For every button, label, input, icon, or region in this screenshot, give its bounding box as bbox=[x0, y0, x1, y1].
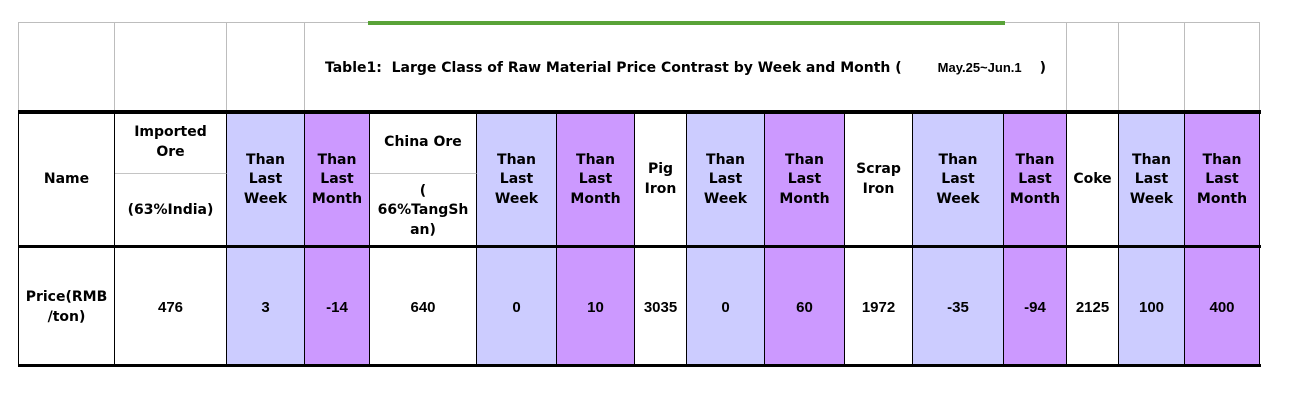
empty-grid-cell bbox=[18, 22, 115, 112]
header-coke-label: Coke bbox=[1073, 171, 1112, 188]
imported-ore-price: 476 bbox=[157, 299, 184, 316]
coke-than-month: 400 bbox=[1209, 299, 1235, 316]
scrap-iron-price: 1972 bbox=[861, 299, 896, 316]
than-last-week-label: Than Last Week bbox=[494, 151, 539, 207]
table-title-cell[interactable]: Table1: Large Class of Raw Material Pric… bbox=[305, 22, 1067, 112]
header-than-last-month-coke[interactable]: Than Last Month bbox=[1185, 112, 1260, 248]
header-than-last-week-china-ore[interactable]: Than Last Week bbox=[477, 112, 557, 248]
header-name-label: Name bbox=[43, 171, 90, 188]
value-scrap-iron-than-week[interactable]: -35 bbox=[913, 248, 1004, 367]
title-header-divider-line bbox=[18, 110, 1261, 114]
coke-price: 2125 bbox=[1075, 299, 1110, 316]
china-ore-than-month: 10 bbox=[587, 299, 604, 316]
value-scrap-iron-price[interactable]: 1972 bbox=[845, 248, 913, 367]
value-imported-ore-than-month[interactable]: -14 bbox=[305, 248, 370, 367]
value-coke-price[interactable]: 2125 bbox=[1067, 248, 1119, 367]
header-scrap-iron[interactable]: Scrap Iron bbox=[845, 112, 913, 248]
header-than-last-month-pig-iron[interactable]: Than Last Month bbox=[765, 112, 845, 248]
header-china-ore-grade-label: ( 66%TangSh an) bbox=[377, 182, 469, 238]
pig-iron-than-month: 60 bbox=[796, 299, 813, 316]
than-last-week-label: Than Last Week bbox=[243, 151, 288, 207]
value-pig-iron-than-week[interactable]: 0 bbox=[687, 248, 765, 367]
value-coke-than-week[interactable]: 100 bbox=[1119, 248, 1185, 367]
green-accent-line bbox=[368, 21, 1005, 25]
than-last-month-label: Than Last Month bbox=[570, 151, 621, 207]
value-imported-ore-price[interactable]: 476 bbox=[115, 248, 227, 367]
header-than-last-month-scrap-iron[interactable]: Than Last Month bbox=[1004, 112, 1067, 248]
value-china-ore-price[interactable]: 640 bbox=[370, 248, 477, 367]
header-coke[interactable]: Coke bbox=[1067, 112, 1119, 248]
empty-grid-cell bbox=[115, 22, 227, 112]
price-row-label: Price(RMB /ton) bbox=[25, 288, 108, 325]
pig-iron-price: 3035 bbox=[643, 299, 678, 316]
imported-ore-than-month: -14 bbox=[326, 299, 348, 316]
value-scrap-iron-than-month[interactable]: -94 bbox=[1004, 248, 1067, 367]
header-pig-iron-label: Pig Iron bbox=[644, 161, 677, 197]
than-last-week-label: Than Last Week bbox=[703, 151, 748, 207]
scrap-iron-than-month: -94 bbox=[1024, 299, 1046, 316]
header-than-last-week-pig-iron[interactable]: Than Last Week bbox=[687, 112, 765, 248]
header-scrap-iron-label: Scrap Iron bbox=[856, 161, 901, 197]
value-pig-iron-than-month[interactable]: 60 bbox=[765, 248, 845, 367]
than-last-week-label: Than Last Week bbox=[936, 151, 980, 207]
coke-than-week: 100 bbox=[1138, 299, 1165, 316]
header-than-last-week-coke[interactable]: Than Last Week bbox=[1119, 112, 1185, 248]
header-imported-ore-grade-label: (63%India) bbox=[127, 202, 214, 219]
header-china-ore-grade[interactable]: ( 66%TangSh an) bbox=[370, 174, 477, 248]
row-label-price[interactable]: Price(RMB /ton) bbox=[18, 248, 115, 367]
header-name[interactable]: Name bbox=[18, 112, 115, 248]
header-imported-ore[interactable]: Imported Ore bbox=[115, 112, 227, 174]
than-last-month-label: Than Last Month bbox=[779, 151, 830, 207]
value-imported-ore-than-week[interactable]: 3 bbox=[227, 248, 305, 367]
than-last-month-label: Than Last Month bbox=[1196, 151, 1248, 207]
header-imported-ore-grade[interactable]: (63%India) bbox=[115, 174, 227, 248]
china-ore-than-week: 0 bbox=[512, 299, 521, 316]
header-than-last-month-china-ore[interactable]: Than Last Month bbox=[557, 112, 635, 248]
value-china-ore-than-week[interactable]: 0 bbox=[477, 248, 557, 367]
table-title-date-range: May.25~Jun.1 bbox=[937, 60, 1022, 75]
than-last-month-label: Than Last Month bbox=[311, 151, 363, 207]
table-bottom-border-line bbox=[18, 364, 1261, 367]
header-than-last-month-imported-ore[interactable]: Than Last Month bbox=[305, 112, 370, 248]
empty-grid-cell bbox=[1067, 22, 1119, 112]
pig-iron-than-week: 0 bbox=[721, 299, 730, 316]
than-last-week-label: Than Last Week bbox=[1129, 151, 1174, 207]
table-title-close-paren: ) bbox=[1039, 59, 1047, 76]
than-last-month-label: Than Last Month bbox=[1009, 151, 1061, 207]
header-china-ore[interactable]: China Ore bbox=[370, 112, 477, 174]
value-china-ore-than-month[interactable]: 10 bbox=[557, 248, 635, 367]
scrap-iron-than-week: -35 bbox=[947, 299, 969, 316]
header-than-last-week-imported-ore[interactable]: Than Last Week bbox=[227, 112, 305, 248]
empty-grid-cell bbox=[1119, 22, 1185, 112]
header-data-divider-line bbox=[18, 245, 1261, 248]
header-china-ore-label: China Ore bbox=[384, 133, 462, 150]
imported-ore-than-week: 3 bbox=[261, 299, 270, 316]
empty-grid-cell bbox=[227, 22, 305, 112]
empty-grid-cell bbox=[1185, 22, 1260, 112]
header-than-last-week-scrap-iron[interactable]: Than Last Week bbox=[913, 112, 1004, 248]
raw-material-price-table: Table1: Large Class of Raw Material Pric… bbox=[18, 22, 1261, 367]
header-pig-iron[interactable]: Pig Iron bbox=[635, 112, 687, 248]
china-ore-price: 640 bbox=[410, 299, 436, 316]
value-coke-than-month[interactable]: 400 bbox=[1185, 248, 1260, 367]
table-title: Table1: Large Class of Raw Material Pric… bbox=[324, 59, 902, 76]
header-imported-ore-label: Imported Ore bbox=[134, 123, 207, 160]
value-pig-iron-price[interactable]: 3035 bbox=[635, 248, 687, 367]
